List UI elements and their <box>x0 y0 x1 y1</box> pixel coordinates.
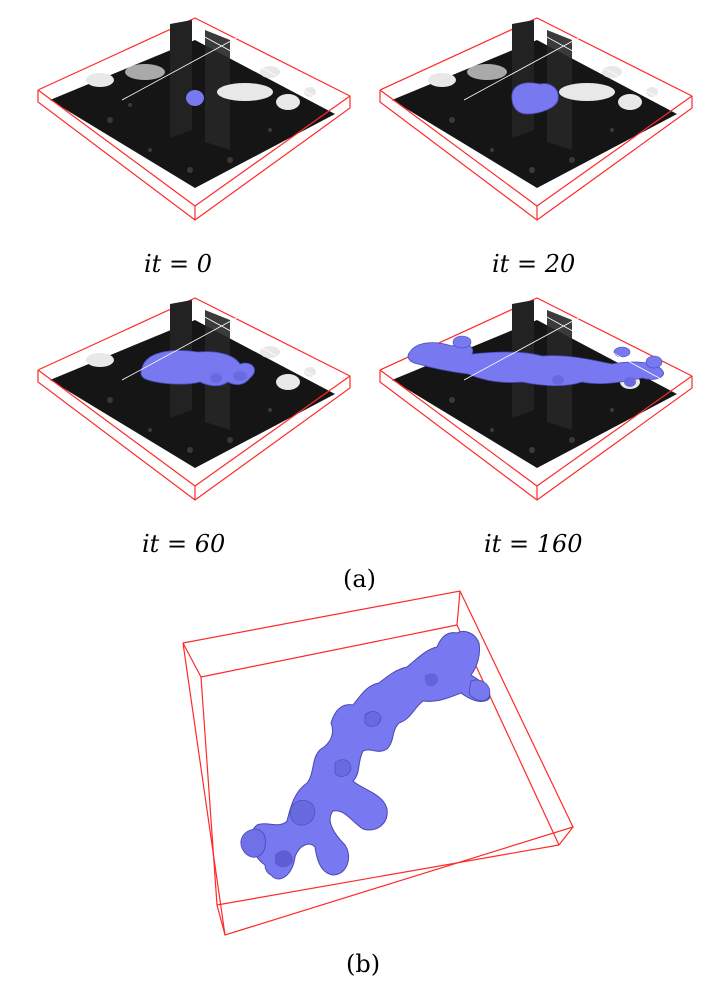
volume-render-svg <box>37 297 351 501</box>
volume-render-it0 <box>30 10 360 240</box>
sublabel-a: (a) <box>343 565 377 593</box>
volume-render-svg <box>37 17 351 221</box>
segmentation-result-render <box>175 585 580 940</box>
segmentation-svg <box>182 590 574 936</box>
volume-render-it160 <box>372 290 702 520</box>
sublabel-b: (b) <box>346 950 381 978</box>
volume-render-it60 <box>30 290 360 520</box>
volume-render-it20 <box>372 10 702 240</box>
iteration-label-it0: it = 0 <box>144 250 212 278</box>
volume-render-svg <box>379 297 693 501</box>
volume-render-svg <box>379 17 693 221</box>
iteration-label-it20: it = 20 <box>492 250 576 278</box>
iteration-label-it60: it = 60 <box>142 530 226 558</box>
iteration-label-it160: it = 160 <box>484 530 583 558</box>
